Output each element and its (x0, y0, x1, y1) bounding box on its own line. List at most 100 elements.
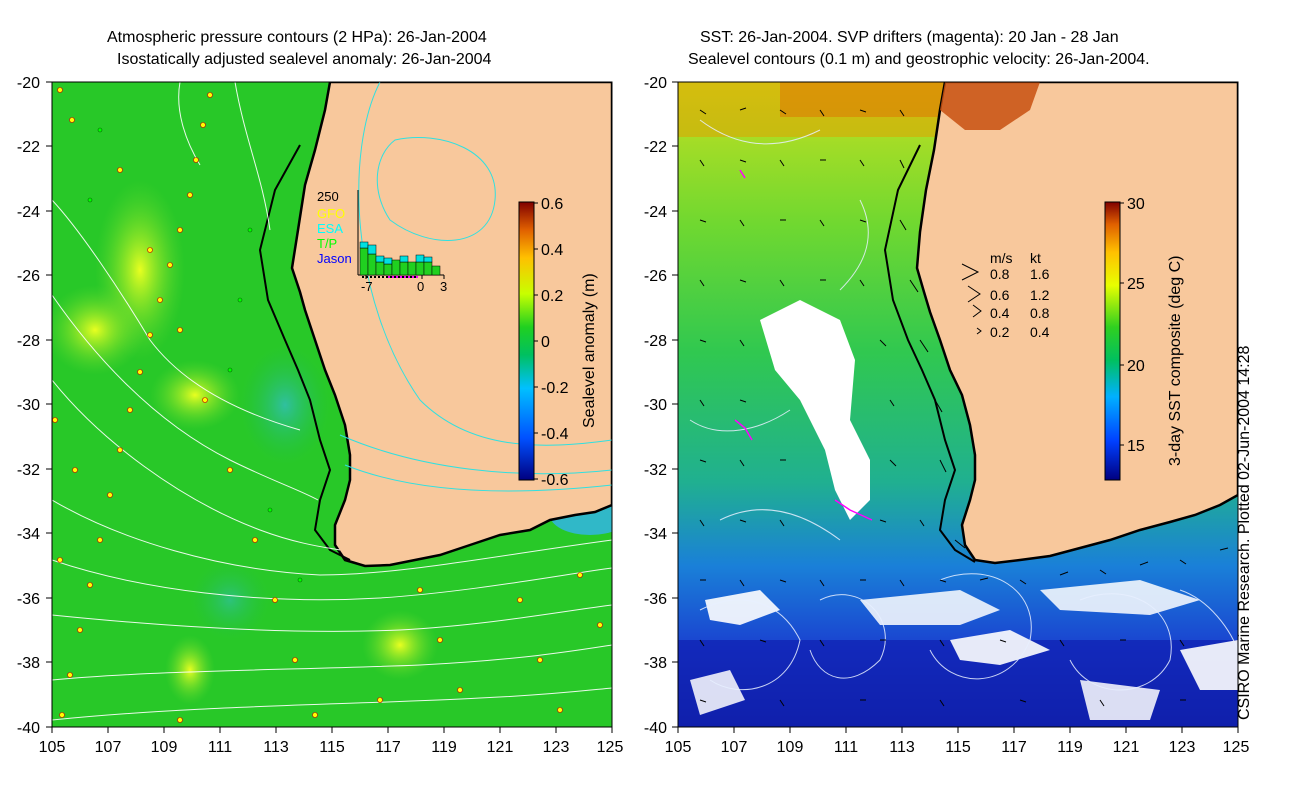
sla-anomaly-low (240, 345, 330, 465)
sla-anomaly-low (190, 560, 270, 640)
lon-label: 121 (1113, 739, 1140, 756)
lon-label: 117 (375, 739, 401, 756)
lon-label: 123 (1169, 739, 1196, 756)
sla-cbar-tick: -0.4 (541, 426, 569, 443)
sst-cbar-tick: 30 (1127, 196, 1145, 213)
lon-label: 111 (208, 739, 232, 756)
lat-label: -22 (644, 139, 667, 156)
cloud-mask (705, 590, 780, 625)
lat-label: -40 (17, 720, 40, 737)
lon-label: 109 (151, 739, 178, 756)
lon-label: 115 (945, 739, 971, 756)
sla-colorbar-ticks (534, 202, 538, 480)
speed-legend-header-ms: m/s (990, 250, 1013, 266)
sla-cbar-tick: -0.2 (541, 380, 569, 397)
sla-cbar-tick: 0.2 (541, 288, 563, 305)
right-lon-axis: 105 107 109 111 113 115 117 119 121 123 … (665, 739, 1250, 756)
sst-cbar-tick: 20 (1127, 358, 1145, 375)
lon-label: 105 (665, 739, 692, 756)
left-title-line1: Atmospheric pressure contours (2 HPa): 2… (107, 29, 487, 46)
left-title-line2: Isostatically adjusted sealevel anomaly:… (117, 51, 492, 68)
inset-legend-esa: ESA (317, 221, 343, 236)
left-lon-axis: 105 107 109 111 113 115 117 119 121 123 … (39, 739, 624, 756)
lon-label: 121 (487, 739, 514, 756)
sla-anomaly-high (362, 610, 438, 680)
cloud-mask (1080, 680, 1160, 720)
sla-cbar-tick: -0.6 (541, 472, 569, 489)
speed-legend-arrows (961, 263, 982, 335)
lat-label: -38 (17, 655, 40, 672)
right-map (678, 82, 1238, 727)
speed-legend-kt: 0.4 (1030, 324, 1050, 340)
lat-label: -38 (644, 655, 667, 672)
lon-label: 109 (777, 739, 804, 756)
sst-colorbar-label: 3-day SST composite (deg C) (1167, 256, 1184, 466)
cloud-mask (1180, 640, 1238, 690)
lat-label: -34 (644, 526, 667, 543)
lon-label: 105 (39, 739, 66, 756)
left-map (52, 82, 612, 727)
right-title-line2: Sealevel contours (0.1 m) and geostrophi… (688, 51, 1150, 68)
shelf-contour (258, 144, 351, 561)
inset-legend-gfo: GFO (317, 206, 345, 221)
land-pressure-contours (339, 82, 612, 492)
pressure-contours (52, 82, 612, 721)
lon-label: 119 (431, 739, 457, 756)
lat-label: -34 (17, 526, 40, 543)
sealevel-contours (689, 119, 1238, 691)
speed-legend: m/s kt 0.8 1.6 0.6 1.2 0.4 0.8 0.2 0.4 (961, 250, 1050, 340)
speed-legend-ms: 0.4 (990, 305, 1010, 321)
right-title-line1: SST: 26-Jan-2004. SVP drifters (magenta)… (700, 29, 1119, 46)
speed-legend-ms: 0.2 (990, 324, 1010, 340)
lat-label: -26 (644, 268, 667, 285)
lon-label: 113 (263, 739, 289, 756)
geostrophic-velocity-arrows (699, 107, 1229, 707)
speed-legend-ms: 0.6 (990, 287, 1010, 303)
lat-label: -28 (644, 333, 667, 350)
lat-label: -24 (644, 204, 667, 221)
lat-label: -40 (644, 720, 667, 737)
track-count-inset (357, 190, 445, 279)
cloud-mask (1040, 580, 1200, 615)
speed-legend-ms: 0.8 (990, 266, 1010, 282)
inset-xtick-label: 3 (440, 279, 447, 294)
sla-cbar-tick: 0.4 (541, 242, 563, 259)
sst-cbar-tick: 25 (1127, 276, 1145, 293)
sla-anomaly-high (165, 635, 215, 705)
speed-legend-kt: 0.8 (1030, 305, 1050, 321)
lat-label: -20 (17, 75, 40, 92)
lat-label: -32 (644, 462, 667, 479)
credit-text: CSIRO Marine Research. Plotted 02-Jun-20… (1236, 345, 1253, 720)
sst-cbar-tick: 15 (1127, 438, 1145, 455)
lon-label: 117 (1001, 739, 1027, 756)
inset-ymax-label: 250 (317, 189, 339, 204)
australia-land (915, 82, 1238, 565)
lon-label: 115 (319, 739, 345, 756)
inset-legend-tp: T/P (317, 236, 337, 251)
lon-label: 113 (889, 739, 915, 756)
lat-label: -20 (644, 75, 667, 92)
lat-label: -30 (644, 397, 667, 414)
lat-label: -28 (17, 333, 40, 350)
lon-label: 125 (597, 739, 624, 756)
left-axis-ticks (46, 81, 613, 733)
right-axis-ticks (672, 81, 1239, 733)
lat-label: -36 (644, 591, 667, 608)
sla-colorbar-label: Sealevel anomaly (m) (581, 273, 598, 428)
sla-cbar-tick: 0 (541, 334, 550, 351)
lat-label: -32 (17, 462, 40, 479)
lat-label: -22 (17, 139, 40, 156)
inset-xtick-label: 0 (417, 279, 424, 294)
lon-label: 125 (1223, 739, 1250, 756)
altimeter-track-points (52, 87, 603, 723)
lon-label: 111 (834, 739, 858, 756)
inset-legend-jason: Jason (317, 251, 352, 266)
cloud-mask (690, 670, 745, 715)
land-hot-region (940, 82, 1040, 130)
inset-xtick-label: -7 (361, 279, 373, 294)
lat-label: -30 (17, 397, 40, 414)
cloud-mask (760, 300, 870, 520)
sst-colorbar-ticks (1120, 202, 1124, 446)
lat-label: -36 (17, 591, 40, 608)
